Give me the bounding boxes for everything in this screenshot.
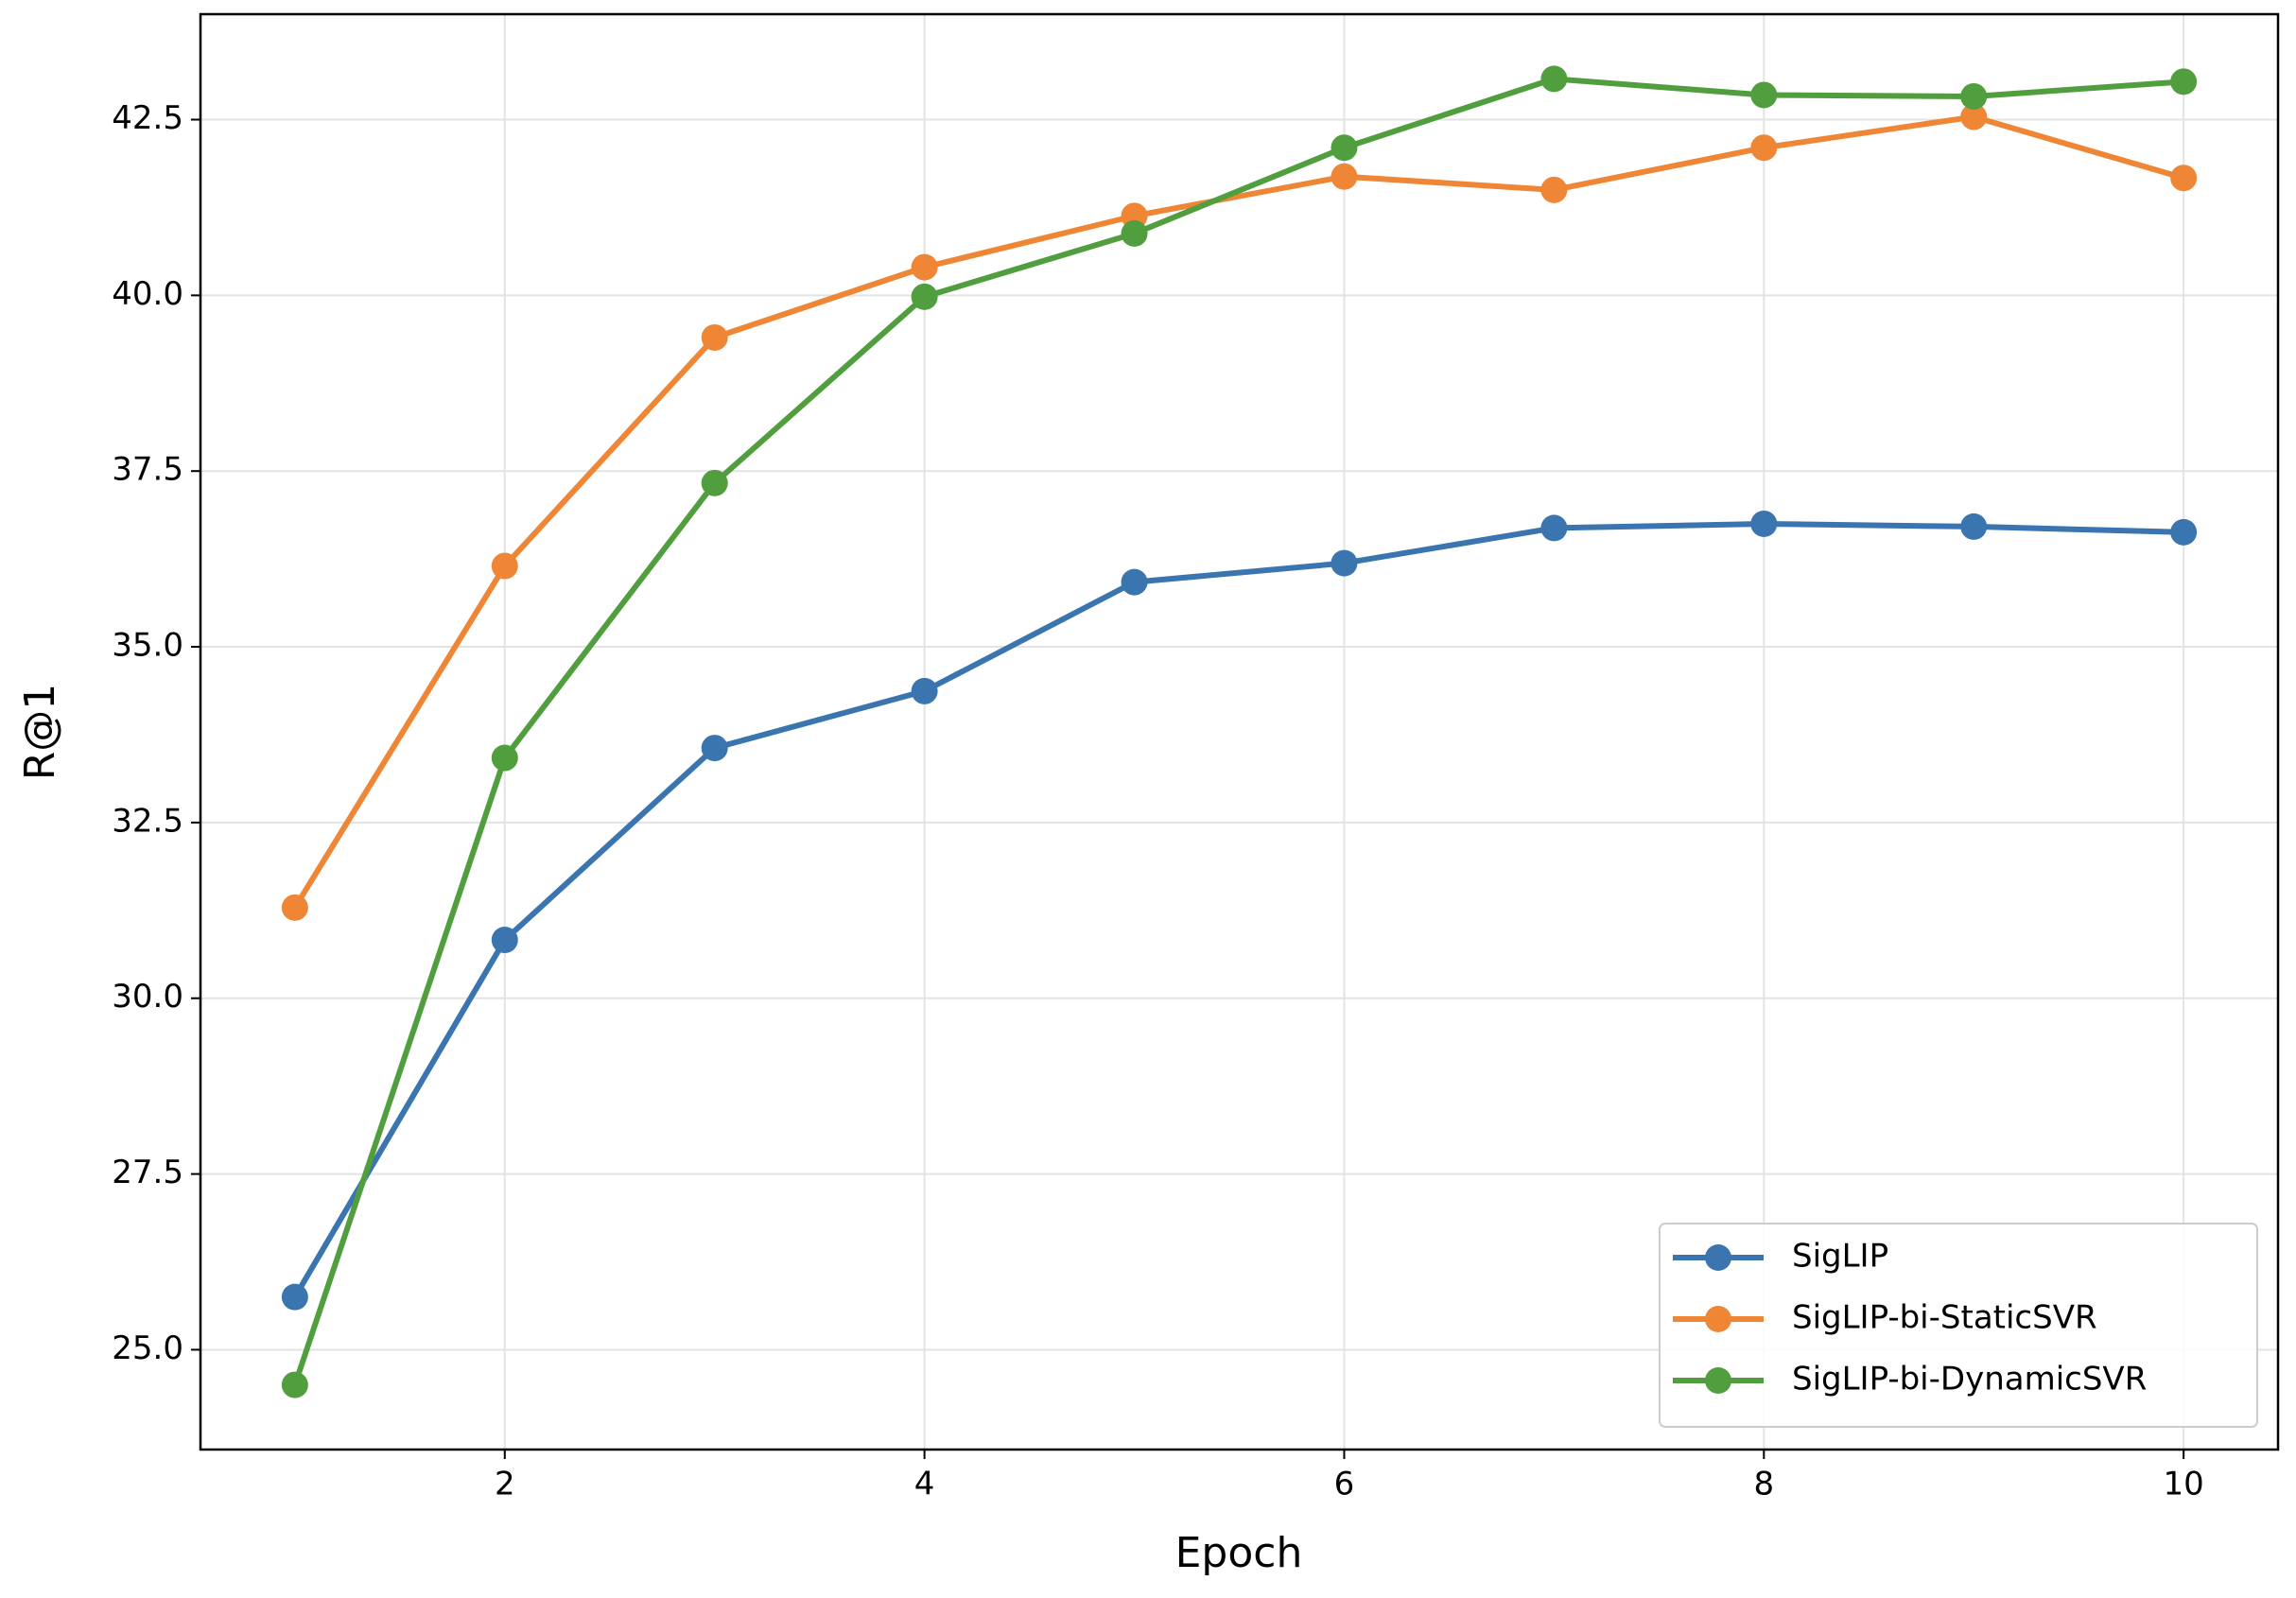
y-tick-label: 35.0	[112, 627, 183, 665]
data-point	[911, 283, 938, 310]
y-tick-label: 40.0	[112, 275, 183, 313]
data-point	[2170, 518, 2198, 546]
data-point	[281, 1283, 308, 1311]
data-point	[1331, 163, 1358, 190]
x-tick-label: 8	[1753, 1466, 1774, 1503]
y-tick-label: 37.5	[112, 451, 183, 489]
data-point	[1121, 219, 1148, 247]
data-point	[911, 677, 938, 704]
x-tick-label: 10	[2164, 1466, 2204, 1503]
data-point	[1540, 65, 1568, 93]
data-point	[1750, 510, 1778, 537]
data-point	[1750, 81, 1778, 109]
data-point	[281, 1371, 308, 1398]
x-tick-label: 6	[1334, 1466, 1355, 1503]
y-tick-label: 25.0	[112, 1329, 183, 1367]
data-point	[1121, 568, 1148, 596]
legend-marker	[1705, 1244, 1731, 1271]
data-point	[1960, 512, 1988, 540]
data-point	[911, 253, 938, 281]
data-point	[2170, 68, 2198, 96]
y-tick-label: 27.5	[112, 1154, 183, 1191]
x-tick-label: 2	[495, 1466, 515, 1503]
data-point	[701, 469, 728, 496]
y-tick-label: 30.0	[112, 978, 183, 1016]
data-point	[701, 323, 728, 351]
y-tick-label: 32.5	[112, 802, 183, 840]
data-point	[491, 744, 518, 772]
data-point	[1331, 549, 1358, 577]
x-axis-label: Epoch	[1175, 1529, 1303, 1577]
y-tick-label: 42.5	[112, 99, 183, 137]
series-line	[292, 520, 2184, 1299]
legend-marker	[1705, 1367, 1731, 1394]
series-line	[292, 76, 2184, 1386]
legend-label: SigLIP-bi-DynamicSVR	[1792, 1361, 2147, 1398]
data-point	[1540, 514, 1568, 542]
legend-label: SigLIP	[1792, 1238, 1888, 1276]
data-point	[2170, 165, 2198, 192]
data-point	[1331, 134, 1358, 162]
legend-marker	[1705, 1306, 1731, 1332]
data-point	[491, 927, 518, 954]
series-line	[292, 113, 2184, 910]
data-point	[281, 894, 308, 921]
legend-label: SigLIP-bi-StaticSVR	[1792, 1299, 2097, 1337]
x-tick-label: 4	[914, 1466, 935, 1503]
data-point	[1960, 103, 1988, 130]
data-point	[1750, 134, 1778, 162]
data-point	[1540, 176, 1568, 203]
data-point	[491, 552, 518, 580]
data-point	[701, 735, 728, 762]
data-point	[1960, 82, 1988, 110]
plot-frame	[199, 12, 2280, 1451]
legend-box	[1659, 1223, 2258, 1428]
y-axis-label: R@1	[16, 684, 64, 781]
